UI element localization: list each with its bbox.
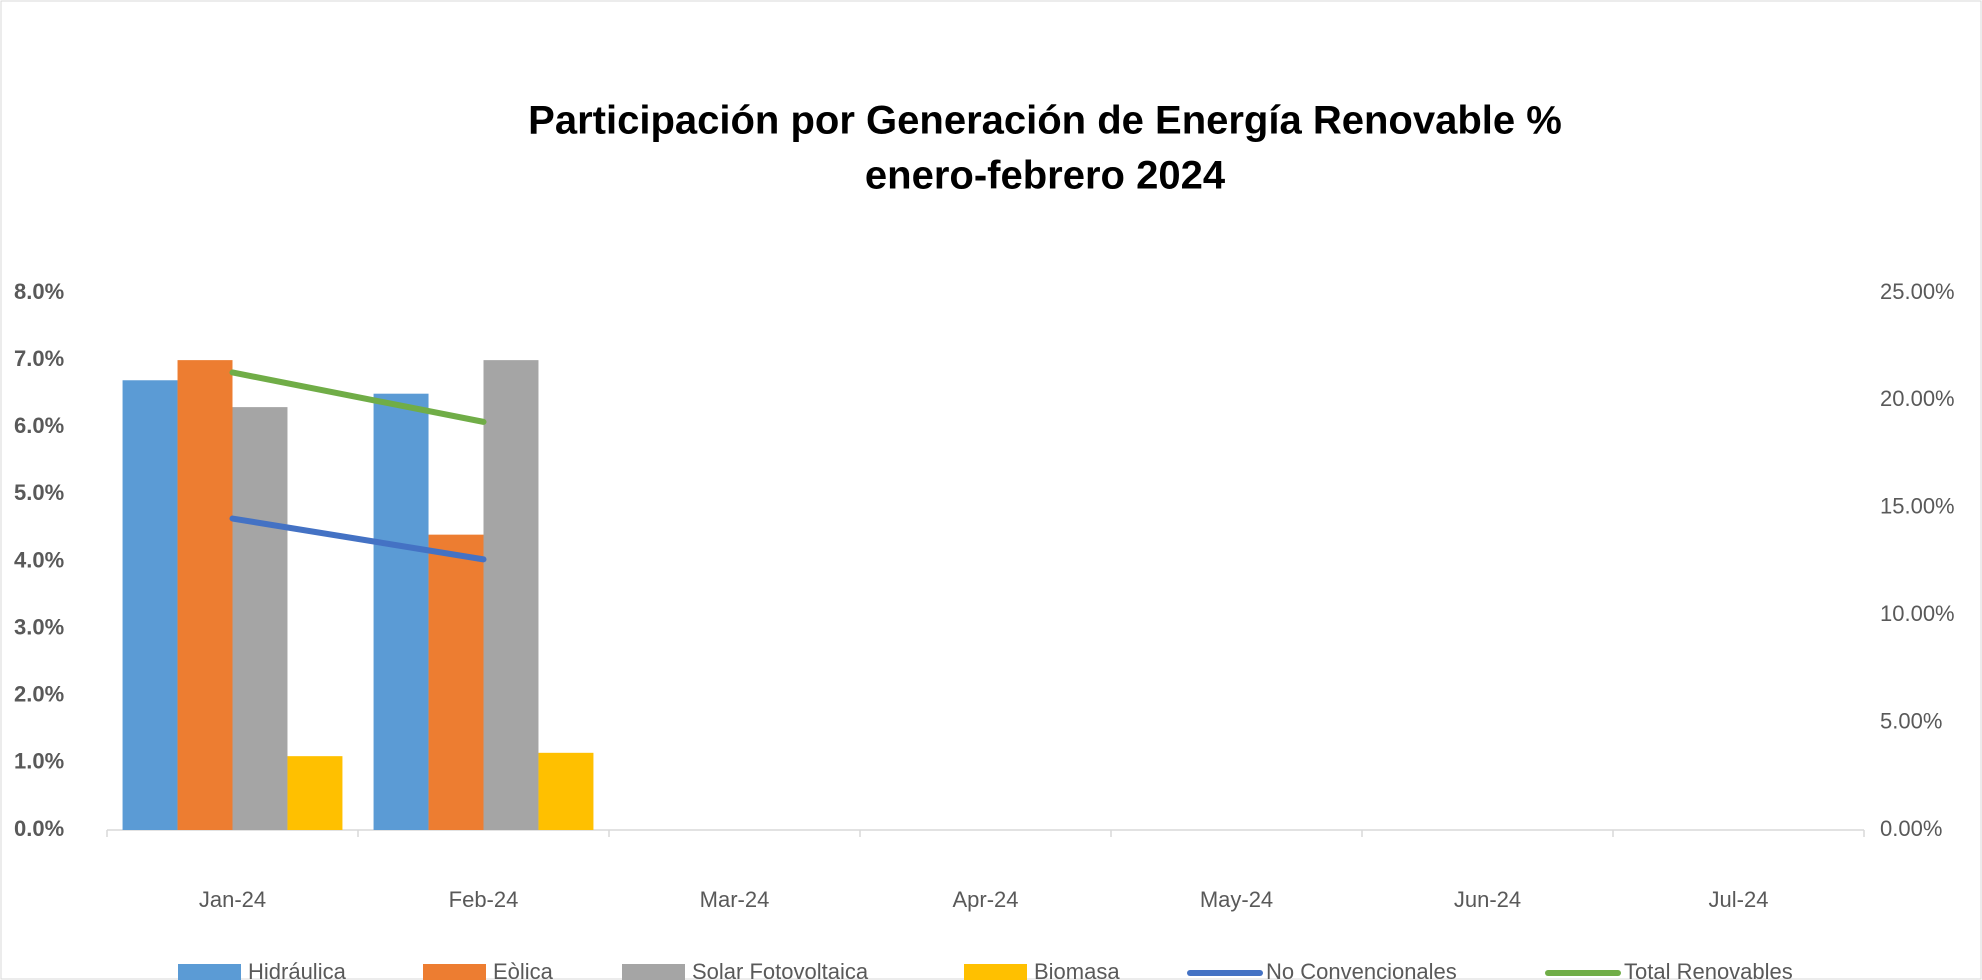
y-tick-label: 2.0% (14, 682, 64, 707)
x-tick-label: Feb-24 (449, 887, 519, 912)
legend-label: No Convencionales (1266, 959, 1457, 980)
y2-tick-label: 15.00% (1880, 494, 1955, 519)
chart-subtitle: enero-febrero 2024 (865, 154, 1226, 198)
y-tick-label: 7.0% (14, 346, 64, 371)
y2-tick-label: 0.00% (1880, 816, 1942, 841)
line-series (229, 515, 487, 563)
bar (232, 407, 288, 830)
chart-title: Participación por Generación de Energía … (528, 99, 1562, 143)
y-tick-label: 3.0% (14, 614, 64, 639)
bar (428, 534, 484, 830)
legend-label: Hidráulica (248, 959, 347, 980)
y2-tick-label: 5.00% (1880, 708, 1942, 733)
legend-label: Total Renovables (1624, 959, 1793, 980)
y-tick-label: 6.0% (14, 413, 64, 438)
x-tick-label: Jul-24 (1709, 887, 1769, 912)
y-tick-label: 8.0% (14, 279, 64, 304)
legend-swatch (178, 964, 241, 980)
y-tick-label: 5.0% (14, 480, 64, 505)
bar (122, 380, 178, 830)
x-tick-label: Mar-24 (700, 887, 770, 912)
bar (538, 752, 594, 830)
legend-label: Biomasa (1034, 959, 1120, 980)
x-tick-label: Apr-24 (952, 887, 1018, 912)
legend-swatch (964, 964, 1027, 980)
line-series (229, 369, 487, 425)
y2-tick-label: 20.00% (1880, 386, 1955, 411)
bar (373, 393, 429, 830)
legend-label: Solar Fotovoltaica (692, 959, 869, 980)
legend-swatch (622, 964, 685, 980)
y-tick-label: 4.0% (14, 547, 64, 572)
legend-label: Eòlica (493, 959, 554, 980)
x-tick-label: Jan-24 (199, 887, 266, 912)
y-tick-label: 0.0% (14, 816, 64, 841)
y-tick-label: 1.0% (14, 749, 64, 774)
bar (177, 360, 233, 830)
bar (483, 360, 539, 830)
legend-swatch (423, 964, 486, 980)
bar (287, 756, 343, 830)
y2-tick-label: 10.00% (1880, 601, 1955, 626)
x-tick-label: May-24 (1200, 887, 1273, 912)
y2-tick-label: 25.00% (1880, 279, 1955, 304)
x-tick-label: Jun-24 (1454, 887, 1521, 912)
